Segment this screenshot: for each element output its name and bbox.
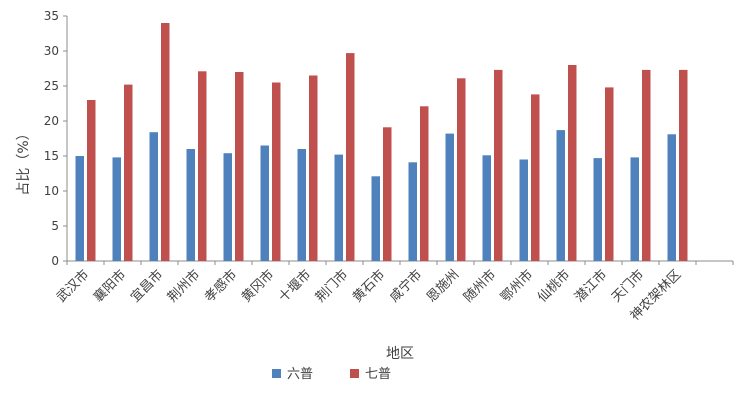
x-axis-title: 地区 bbox=[386, 346, 414, 362]
y-tick-label: 10 bbox=[44, 184, 59, 198]
x-category-label: 荆州市 bbox=[164, 267, 203, 306]
bar-series2 bbox=[531, 94, 540, 262]
bar-series2 bbox=[309, 75, 318, 261]
y-tick-label: 5 bbox=[51, 219, 59, 233]
bar-series2 bbox=[494, 69, 503, 262]
bar-series1 bbox=[112, 157, 121, 261]
bar-series1 bbox=[556, 130, 565, 261]
bar-series2 bbox=[161, 23, 170, 261]
y-tick-label: 30 bbox=[44, 44, 59, 58]
y-tick-label: 15 bbox=[44, 149, 59, 163]
bar-series2 bbox=[235, 72, 244, 261]
bar-series2 bbox=[568, 65, 577, 261]
bar-series1 bbox=[482, 155, 491, 261]
bar-series2 bbox=[272, 82, 281, 261]
bar-series1 bbox=[260, 145, 269, 261]
bar-series2 bbox=[346, 53, 355, 261]
x-category-label: 恩施州 bbox=[424, 267, 462, 305]
bars-group bbox=[75, 23, 688, 262]
bar-series2 bbox=[457, 78, 466, 261]
x-category-label: 潜江市 bbox=[571, 267, 610, 306]
y-tick-label: 25 bbox=[44, 79, 59, 93]
x-category-label: 武汉市 bbox=[53, 267, 92, 306]
x-category-label: 孝感市 bbox=[201, 267, 240, 306]
x-category-label: 荆门市 bbox=[312, 267, 351, 306]
legend-swatch bbox=[272, 369, 281, 378]
bar-series1 bbox=[593, 158, 602, 261]
x-category-label: 襄阳市 bbox=[90, 267, 129, 306]
bar-series2 bbox=[420, 106, 429, 261]
bar-series1 bbox=[408, 162, 417, 261]
bar-series1 bbox=[519, 159, 528, 261]
legend: 六普 七普 bbox=[272, 367, 391, 382]
x-category-label: 十堰市 bbox=[275, 267, 314, 306]
x-category-label: 黄石市 bbox=[349, 267, 388, 306]
bar-series2 bbox=[198, 71, 207, 261]
bar-series2 bbox=[383, 127, 392, 261]
bar-series1 bbox=[371, 176, 380, 261]
bar-series1 bbox=[334, 154, 343, 261]
legend-label: 七普 bbox=[365, 367, 391, 382]
bar-series1 bbox=[445, 133, 454, 261]
bar-series2 bbox=[87, 100, 96, 261]
x-category-label: 宜昌市 bbox=[127, 267, 166, 306]
bar-series1 bbox=[223, 153, 232, 261]
bar-series2 bbox=[642, 69, 651, 262]
bar-series1 bbox=[149, 132, 158, 261]
bar-series1 bbox=[630, 157, 639, 261]
x-category-label: 鄂州市 bbox=[497, 267, 536, 306]
bar-series2 bbox=[124, 84, 133, 261]
bar-series2 bbox=[679, 69, 688, 262]
bar-series1 bbox=[75, 156, 84, 261]
y-tick-label: 0 bbox=[51, 254, 59, 268]
y-tick-label: 35 bbox=[44, 9, 59, 23]
y-axis-title: 占比（%） bbox=[16, 126, 32, 195]
bar-series1 bbox=[297, 149, 306, 261]
bar-series2 bbox=[605, 87, 614, 262]
x-category-label: 仙桃市 bbox=[534, 267, 573, 306]
x-category-label: 随州市 bbox=[460, 267, 499, 306]
x-category-label: 黄冈市 bbox=[238, 267, 277, 306]
bar-series1 bbox=[186, 149, 195, 261]
y-tick-label: 20 bbox=[44, 114, 59, 128]
bar-series1 bbox=[667, 134, 676, 261]
legend-label: 六普 bbox=[287, 367, 313, 382]
x-category-label: 咸宁市 bbox=[386, 267, 425, 306]
legend-swatch bbox=[350, 369, 359, 378]
